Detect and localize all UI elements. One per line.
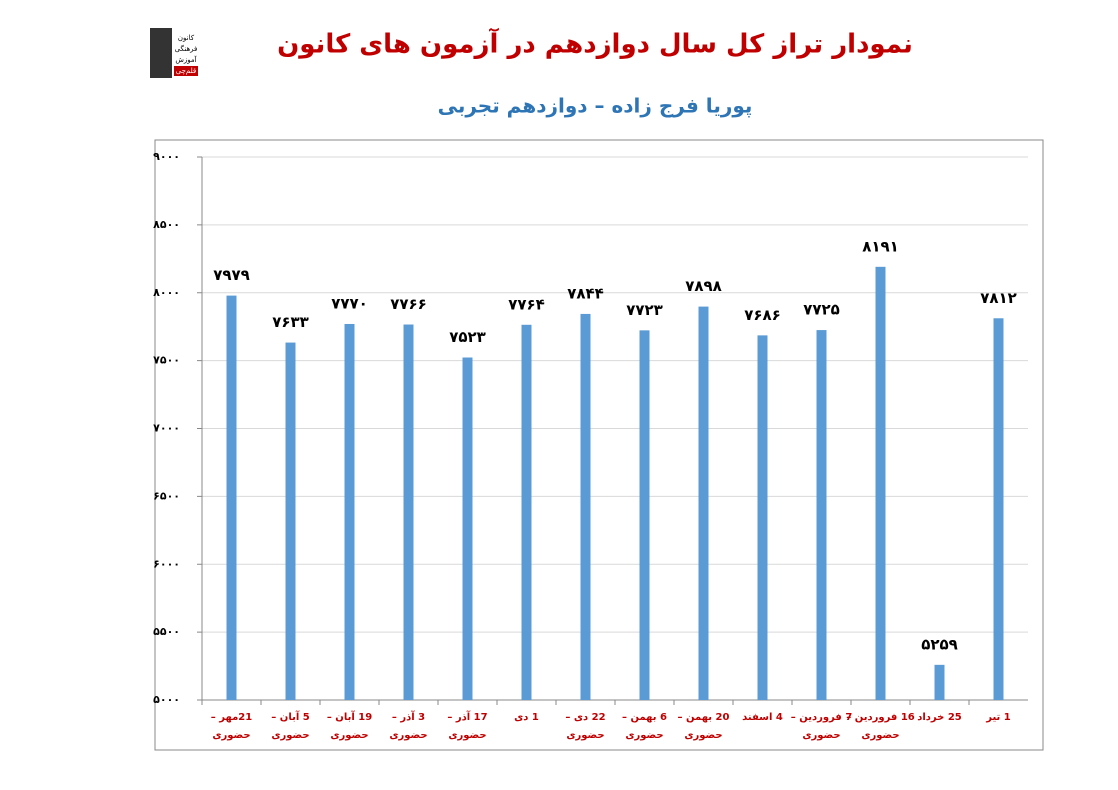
- x-tick-label: حضوری: [625, 730, 663, 741]
- x-tick-label: 3 آذر –: [392, 710, 425, 723]
- data-label: ۷۷۶۶: [390, 295, 427, 313]
- x-tick-label: حضوری: [566, 730, 604, 741]
- y-tick-label: ۵۰۰۰: [153, 693, 180, 706]
- x-tick-label: 17 آذر –: [447, 710, 487, 723]
- data-label: ۷۷۲۵: [803, 301, 840, 319]
- y-tick-label: ۸۵۰۰: [153, 218, 180, 231]
- data-label: ۷۷۶۴: [508, 295, 545, 313]
- data-label: ۷۸۱۲: [980, 289, 1017, 307]
- bar: [816, 330, 827, 700]
- y-tick-label: ۶۰۰۰: [153, 557, 180, 570]
- bar: [226, 295, 237, 700]
- bar: [698, 306, 709, 700]
- logo-text: آموزش: [175, 55, 197, 64]
- x-tick-label: 6 بهمن –: [622, 712, 667, 723]
- x-tick-label: حضوری: [212, 730, 250, 741]
- x-tick-label: 19 آبان –: [327, 710, 372, 723]
- data-label: ۷۶۳۳: [272, 313, 309, 331]
- x-tick-label: 21مهر –: [211, 712, 252, 723]
- x-tick-label: 7 فروردین –: [791, 712, 853, 723]
- bar: [934, 664, 945, 700]
- logo-band: [174, 66, 198, 76]
- logo-text: فرهنگی: [175, 44, 198, 53]
- y-tick-label: ۹۰۰۰: [153, 150, 180, 163]
- data-label: ۷۷۷۰: [331, 294, 368, 312]
- data-label: ۷۷۲۳: [626, 301, 663, 319]
- x-tick-label: 22 دی –: [565, 712, 605, 723]
- bar: [285, 342, 296, 700]
- bar: [639, 330, 650, 700]
- x-tick-label: حضوری: [330, 730, 368, 741]
- data-label: ۷۸۴۴: [567, 284, 604, 302]
- bar: [344, 323, 355, 700]
- x-tick-label: حضوری: [389, 730, 427, 741]
- logo: کانون فرهنگی آموزش قلم‌چی: [150, 28, 198, 78]
- data-label: ۷۸۹۸: [685, 277, 722, 295]
- x-tick-label: 20 بهمن –: [678, 712, 730, 723]
- logo-text: قلم‌چی: [176, 67, 196, 75]
- chart-subtitle: پوریا فرج زاده – دوازدهم تجربی: [438, 94, 753, 119]
- bar: [875, 266, 886, 700]
- x-tick-label: 1 دی: [514, 712, 539, 723]
- bar: [462, 357, 473, 700]
- x-tick-label: حضوری: [684, 730, 722, 741]
- bar: [757, 335, 768, 700]
- x-tick-label: حضوری: [271, 730, 309, 741]
- y-tick-label: ۵۵۰۰: [153, 625, 180, 638]
- data-label: ۸۱۹۱: [862, 237, 899, 255]
- chart-frame: [154, 139, 1044, 751]
- data-label: ۷۵۲۳: [449, 328, 486, 346]
- bar: [993, 318, 1004, 700]
- x-tick-label: 16 فروردین –: [846, 712, 915, 723]
- data-label: ۷۶۸۶: [744, 306, 781, 324]
- x-tick-label: 5 آبان –: [271, 710, 309, 723]
- x-tick-label: حضوری: [861, 730, 899, 741]
- y-tick-label: ۷۵۰۰: [153, 354, 180, 367]
- x-tick-label: 4 اسفند: [742, 712, 783, 723]
- data-label: ۷۹۷۹: [213, 266, 250, 284]
- x-tick-label: 1 تیر: [985, 712, 1011, 723]
- data-label: ۵۲۵۹: [921, 635, 958, 653]
- bar: [521, 324, 532, 700]
- chart-title: نمودار تراز کل سال دوازدهم در آزمون های …: [277, 28, 913, 60]
- logo-text: کانون: [178, 34, 195, 42]
- x-tick-label: 25 خرداد: [917, 712, 962, 723]
- y-tick-label: ۶۵۰۰: [153, 489, 180, 502]
- logo-figure: [150, 28, 172, 78]
- y-tick-label: ۷۰۰۰: [153, 422, 180, 435]
- x-tick-label: حضوری: [802, 730, 840, 741]
- bar: [403, 324, 414, 700]
- x-tick-label: حضوری: [448, 730, 486, 741]
- y-tick-label: ۸۰۰۰: [153, 286, 180, 299]
- bar: [580, 313, 591, 700]
